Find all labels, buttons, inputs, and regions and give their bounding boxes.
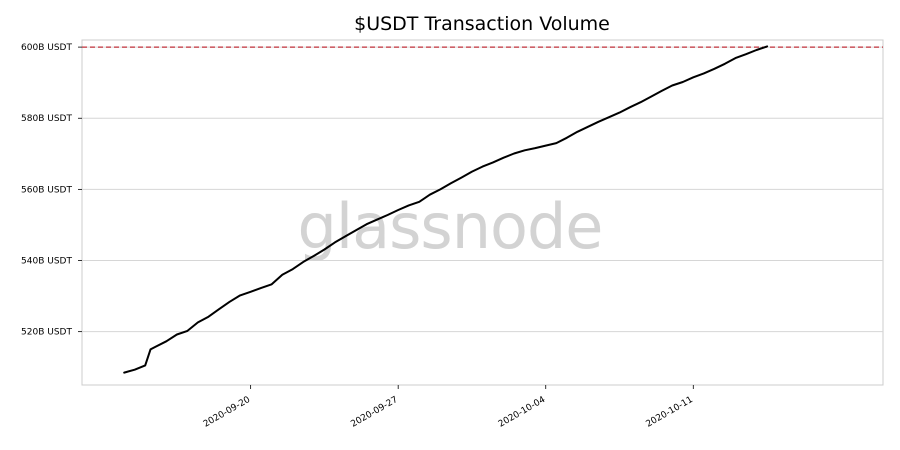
- x-tick-label: 2020-09-20: [202, 395, 253, 430]
- x-tick-label: 2020-10-04: [497, 395, 548, 430]
- y-axis-ticks: 520B USDT 540B USDT 560B USDT 580B USDT 600B…: [21, 43, 82, 338]
- y-tick-label: 600B USDT: [21, 43, 72, 53]
- x-axis-ticks: 2020-09-20 2020-09-27 2020-10-04 2020-10-11: [202, 385, 695, 430]
- y-tick-label: 520B USDT: [21, 328, 72, 338]
- plot-frame: [81, 39, 884, 386]
- x-tick-label: 2020-10-11: [644, 395, 694, 430]
- chart-title: $USDT Transaction Volume: [354, 13, 610, 35]
- y-tick-label: 580B USDT: [21, 114, 72, 124]
- y-tick-label: 540B USDT: [21, 257, 72, 267]
- x-tick-label: 2020-09-27: [349, 395, 399, 430]
- series-line: [123, 45, 769, 374]
- series-group: [123, 45, 769, 374]
- y-tick-label: 560B USDT: [21, 185, 72, 195]
- watermark-logo: glassnode: [298, 190, 603, 263]
